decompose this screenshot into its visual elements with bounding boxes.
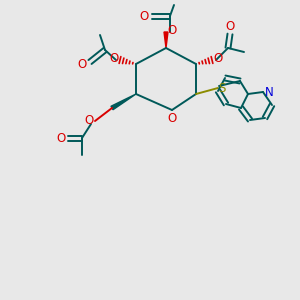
Text: O: O [77, 58, 87, 70]
Text: S: S [218, 82, 226, 94]
Text: O: O [167, 112, 177, 124]
Text: O: O [225, 20, 235, 32]
Text: O: O [167, 23, 177, 37]
Text: O: O [213, 52, 223, 65]
Text: O: O [84, 113, 94, 127]
Polygon shape [111, 94, 136, 110]
Text: N: N [265, 85, 273, 98]
Text: O: O [140, 10, 148, 22]
Text: O: O [56, 131, 66, 145]
Polygon shape [164, 32, 168, 48]
Text: O: O [110, 52, 118, 65]
